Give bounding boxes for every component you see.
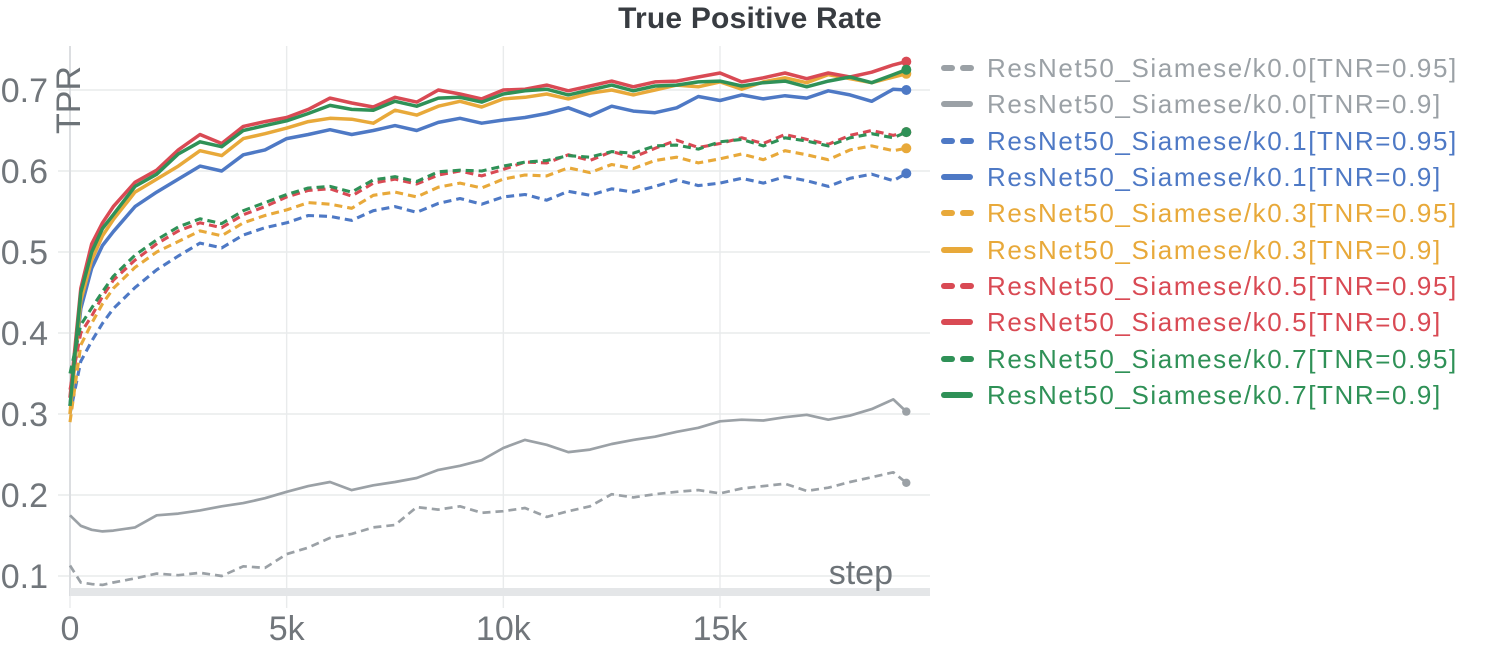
legend-dashed-swatch-k0.3-tnr0.95 — [941, 210, 977, 217]
series-line-k0.7-tnr0.95 — [68, 130, 907, 374]
legend-dash-segment — [960, 210, 974, 217]
series-line-k0.5-tnr0.95 — [68, 128, 907, 390]
legend-solid-swatch-k0.0-tnr0.9 — [941, 101, 977, 108]
series-end-dot-k0.1-tnr0.9 — [901, 85, 912, 95]
legend-label-k0.3-tnr0.9: ResNet50_Siamese/k0.3[TNR=0.9] — [987, 234, 1442, 265]
legend-solid-segment — [941, 101, 973, 108]
y-tick-label: 0.7 — [1, 72, 48, 110]
series-end-dot-k0.1-tnr0.95 — [901, 168, 912, 179]
legend-dash-segment — [941, 210, 955, 217]
series-line-k0.1-tnr0.9 — [68, 87, 907, 407]
legend-item-k0.5-tnr0.9: ResNet50_Siamese/k0.5[TNR=0.9] — [941, 304, 1496, 340]
x-axis-label: step — [829, 554, 893, 592]
x-tick-label: 5k — [269, 610, 306, 647]
legend-dash-segment — [960, 355, 974, 362]
legend-solid-segment — [941, 319, 973, 326]
legend-label-k0.0-tnr0.9: ResNet50_Siamese/k0.0[TNR=0.9] — [987, 89, 1442, 120]
y-tick-label: 0.5 — [1, 234, 48, 272]
y-tick-label: 0.2 — [1, 477, 48, 515]
y-tick-label: 0.1 — [1, 558, 48, 596]
y-tick-label: 0.6 — [1, 153, 48, 191]
legend-dash-segment — [960, 65, 974, 72]
plot-area: 0.1 0.2 0.3 0.4 0.5 0.6 0.7 0 5k 10k 15k TPR step — [1, 46, 930, 647]
legend-dash-segment — [960, 282, 974, 289]
legend: ResNet50_Siamese/k0.0[TNR=0.95] ResNet50_… — [941, 50, 1496, 413]
x-tick-label: 0 — [61, 610, 80, 647]
series-line-k0.3-tnr0.9 — [68, 72, 907, 415]
legend-label-k0.5-tnr0.9: ResNet50_Siamese/k0.5[TNR=0.9] — [987, 307, 1442, 338]
legend-dashed-swatch-k0.5-tnr0.95 — [941, 282, 977, 289]
legend-item-k0.0-tnr0.95: ResNet50_Siamese/k0.0[TNR=0.95] — [941, 50, 1496, 86]
series-end-dot-k0.3-tnr0.95 — [901, 143, 912, 154]
series-end-dot-k0.0-tnr0.95 — [902, 478, 911, 487]
legend-solid-segment — [941, 246, 973, 253]
legend-item-k0.1-tnr0.9: ResNet50_Siamese/k0.1[TNR=0.9] — [941, 159, 1496, 195]
legend-dashed-swatch-k0.0-tnr0.95 — [941, 65, 977, 72]
series-end-dot-k0.7-tnr0.95 — [901, 127, 912, 138]
legend-solid-swatch-k0.5-tnr0.9 — [941, 319, 977, 326]
x-axis-band — [70, 588, 930, 596]
legend-dashed-swatch-k0.1-tnr0.95 — [941, 137, 977, 144]
series-line-k0.7-tnr0.9 — [68, 68, 907, 407]
legend-dash-segment — [960, 137, 974, 144]
legend-solid-swatch-k0.1-tnr0.9 — [941, 174, 977, 181]
legend-label-k0.7-tnr0.9: ResNet50_Siamese/k0.7[TNR=0.9] — [987, 379, 1442, 410]
legend-item-k0.7-tnr0.9: ResNet50_Siamese/k0.7[TNR=0.9] — [941, 377, 1496, 413]
legend-label-k0.1-tnr0.95: ResNet50_Siamese/k0.1[TNR=0.95] — [987, 125, 1458, 156]
legend-item-k0.3-tnr0.9: ResNet50_Siamese/k0.3[TNR=0.9] — [941, 231, 1496, 267]
legend-solid-swatch-k0.3-tnr0.9 — [941, 246, 977, 253]
series-line-k0.5-tnr0.9 — [68, 59, 907, 398]
legend-label-k0.3-tnr0.95: ResNet50_Siamese/k0.3[TNR=0.95] — [987, 198, 1458, 229]
legend-item-k0.5-tnr0.95: ResNet50_Siamese/k0.5[TNR=0.95] — [941, 268, 1496, 304]
legend-solid-segment — [941, 391, 973, 398]
series-line-k0.1-tnr0.95 — [68, 172, 908, 415]
legend-dash-segment — [941, 282, 955, 289]
legend-label-k0.5-tnr0.95: ResNet50_Siamese/k0.5[TNR=0.95] — [987, 270, 1458, 301]
legend-dashed-swatch-k0.7-tnr0.95 — [941, 355, 977, 362]
legend-dash-segment — [941, 65, 955, 72]
y-tick-label: 0.3 — [1, 396, 48, 434]
series-line-k0.0-tnr0.95 — [68, 470, 908, 587]
x-tick-label: 15k — [693, 610, 749, 647]
y-tick-label: 0.4 — [1, 315, 48, 353]
legend-label-k0.7-tnr0.95: ResNet50_Siamese/k0.7[TNR=0.95] — [987, 343, 1458, 374]
legend-solid-segment — [941, 174, 973, 181]
legend-solid-swatch-k0.7-tnr0.9 — [941, 391, 977, 398]
legend-item-k0.7-tnr0.95: ResNet50_Siamese/k0.7[TNR=0.95] — [941, 340, 1496, 376]
series-end-dot-k0.7-tnr0.9 — [901, 64, 912, 75]
x-tick-label: 10k — [476, 610, 532, 647]
series-end-dot-k0.5-tnr0.9 — [901, 56, 912, 67]
legend-label-k0.1-tnr0.9: ResNet50_Siamese/k0.1[TNR=0.9] — [987, 162, 1442, 193]
chart-title: True Positive Rate — [618, 2, 882, 35]
legend-item-k0.1-tnr0.95: ResNet50_Siamese/k0.1[TNR=0.95] — [941, 123, 1496, 159]
legend-item-k0.0-tnr0.9: ResNet50_Siamese/k0.0[TNR=0.9] — [941, 86, 1496, 122]
series-line-k0.3-tnr0.95 — [68, 144, 907, 423]
legend-dash-segment — [941, 355, 955, 362]
legend-dash-segment — [941, 137, 955, 144]
legend-item-k0.3-tnr0.95: ResNet50_Siamese/k0.3[TNR=0.95] — [941, 195, 1496, 231]
series-line-k0.0-tnr0.9 — [69, 398, 908, 533]
series-end-dot-k0.0-tnr0.9 — [902, 407, 911, 416]
legend-label-k0.0-tnr0.95: ResNet50_Siamese/k0.0[TNR=0.95] — [987, 53, 1458, 84]
y-axis-label: TPR — [50, 66, 88, 134]
